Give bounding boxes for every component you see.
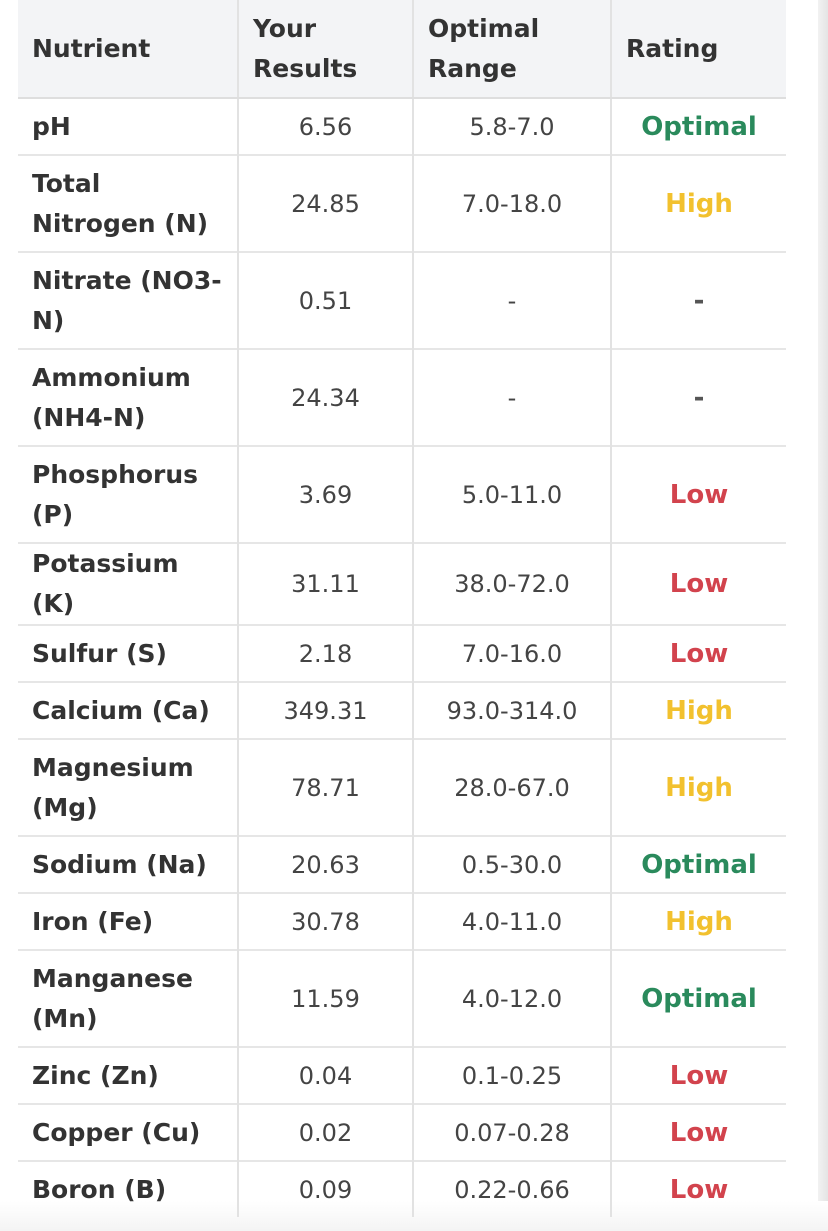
rating-cell: Low xyxy=(610,624,786,682)
nutrient-name-cell: Sodium (Na) xyxy=(18,835,238,893)
table-row: Phosphorus (P) 3.69 5.0-11.0 Low xyxy=(18,445,786,543)
result-value-cell: 3.69 xyxy=(237,445,413,543)
table-row: Total Nitrogen (N) 24.85 7.0-18.0 High xyxy=(18,154,786,252)
rating-cell: - xyxy=(610,348,786,446)
optimal-range-cell: - xyxy=(412,251,611,349)
nutrient-name-cell: Copper (Cu) xyxy=(18,1103,238,1161)
rating-cell: High xyxy=(610,892,786,950)
rating-cell: Optimal xyxy=(610,97,786,155)
result-value-cell: 24.34 xyxy=(237,348,413,446)
result-value-cell: 0.02 xyxy=(237,1103,413,1161)
result-value-cell: 24.85 xyxy=(237,154,413,252)
table-row: pH 6.56 5.8-7.0 Optimal xyxy=(18,97,786,155)
nutrient-name-cell: Iron (Fe) xyxy=(18,892,238,950)
optimal-range-cell: 0.07-0.28 xyxy=(412,1103,611,1161)
nutrient-name-cell: Total Nitrogen (N) xyxy=(18,154,238,252)
nutrient-name-cell: Zinc (Zn) xyxy=(18,1046,238,1104)
table-row: Magnesium (Mg) 78.71 28.0-67.0 High xyxy=(18,738,786,836)
nutrient-results-table: Nutrient Your Results Optimal Range Rati… xyxy=(18,0,786,1217)
table-row: Iron (Fe) 30.78 4.0-11.0 High xyxy=(18,892,786,950)
table-row: Sulfur (S) 2.18 7.0-16.0 Low xyxy=(18,624,786,682)
optimal-range-cell: 93.0-314.0 xyxy=(412,681,611,739)
table-row: Nitrate (NO3-N) 0.51- - xyxy=(18,251,786,349)
nutrient-name-cell: Calcium (Ca) xyxy=(18,681,238,739)
result-value-cell: 0.51 xyxy=(237,251,413,349)
nutrient-table-container: Nutrient Your Results Optimal Range Rati… xyxy=(18,0,786,1217)
nutrient-name-cell: Sulfur (S) xyxy=(18,624,238,682)
rating-cell: High xyxy=(610,738,786,836)
optimal-range-cell: 7.0-16.0 xyxy=(412,624,611,682)
rating-cell: Low xyxy=(610,1046,786,1104)
rating-cell: - xyxy=(610,251,786,349)
result-value-cell: 349.31 xyxy=(237,681,413,739)
optimal-range-cell: 4.0-12.0 xyxy=(412,949,611,1047)
header-rating: Rating xyxy=(610,0,786,99)
result-value-cell: 78.71 xyxy=(237,738,413,836)
page-edge-shadow xyxy=(818,0,828,1231)
nutrient-name-cell: Manganese (Mn) xyxy=(18,949,238,1047)
rating-cell: High xyxy=(610,681,786,739)
header-optimal-range: Optimal Range xyxy=(412,0,611,99)
optimal-range-cell: 4.0-11.0 xyxy=(412,892,611,950)
table-row: Calcium (Ca) 349.31 93.0-314.0 High xyxy=(18,681,786,739)
header-nutrient: Nutrient xyxy=(18,0,238,99)
nutrient-name-cell: Nitrate (NO3-N) xyxy=(18,251,238,349)
optimal-range-cell: 0.22-0.66 xyxy=(412,1160,611,1217)
result-value-cell: 2.18 xyxy=(237,624,413,682)
nutrient-name-cell: Boron (B) xyxy=(18,1160,238,1217)
optimal-range-cell: 5.8-7.0 xyxy=(412,97,611,155)
result-value-cell: 0.09 xyxy=(237,1160,413,1217)
result-value-cell: 6.56 xyxy=(237,97,413,155)
optimal-range-cell: 0.5-30.0 xyxy=(412,835,611,893)
table-row: Manganese (Mn) 11.59 4.0-12.0 Optimal xyxy=(18,949,786,1047)
optimal-range-cell: 5.0-11.0 xyxy=(412,445,611,543)
rating-cell: Low xyxy=(610,445,786,543)
header-your-results: Your Results xyxy=(237,0,413,99)
table-body: pH 6.56 5.8-7.0 Optimal Total Nitrogen (N) 24… xyxy=(18,97,786,1217)
table-row: Potassium (K) 31.11 38.0-72.0 Low xyxy=(18,542,786,625)
result-value-cell: 11.59 xyxy=(237,949,413,1047)
rating-cell: Low xyxy=(610,1160,786,1217)
nutrient-name-cell: Phosphorus (P) xyxy=(18,445,238,543)
nutrient-name-cell: Magnesium (Mg) xyxy=(18,738,238,836)
table-row: Ammonium (NH4-N) 24.34- - xyxy=(18,348,786,446)
rating-cell: Low xyxy=(610,542,786,625)
optimal-range-cell: 28.0-67.0 xyxy=(412,738,611,836)
rating-cell: Optimal xyxy=(610,949,786,1047)
nutrient-name-cell: Potassium (K) xyxy=(18,542,238,625)
optimal-range-cell: - xyxy=(412,348,611,446)
table-row: Zinc (Zn) 0.04 0.1-0.25 Low xyxy=(18,1046,786,1104)
table-header-row: Nutrient Your Results Optimal Range Rati… xyxy=(18,0,786,99)
optimal-range-cell: 7.0-18.0 xyxy=(412,154,611,252)
table-row: Sodium (Na) 20.63 0.5-30.0 Optimal xyxy=(18,835,786,893)
rating-cell: High xyxy=(610,154,786,252)
rating-cell: Low xyxy=(610,1103,786,1161)
result-value-cell: 0.04 xyxy=(237,1046,413,1104)
result-value-cell: 20.63 xyxy=(237,835,413,893)
table-row: Boron (B) 0.09 0.22-0.66 Low xyxy=(18,1160,786,1217)
nutrient-name-cell: Ammonium (NH4-N) xyxy=(18,348,238,446)
result-value-cell: 31.11 xyxy=(237,542,413,625)
table-row: Copper (Cu) 0.02 0.07-0.28 Low xyxy=(18,1103,786,1161)
rating-cell: Optimal xyxy=(610,835,786,893)
nutrient-name-cell: pH xyxy=(18,97,238,155)
optimal-range-cell: 0.1-0.25 xyxy=(412,1046,611,1104)
optimal-range-cell: 38.0-72.0 xyxy=(412,542,611,625)
result-value-cell: 30.78 xyxy=(237,892,413,950)
